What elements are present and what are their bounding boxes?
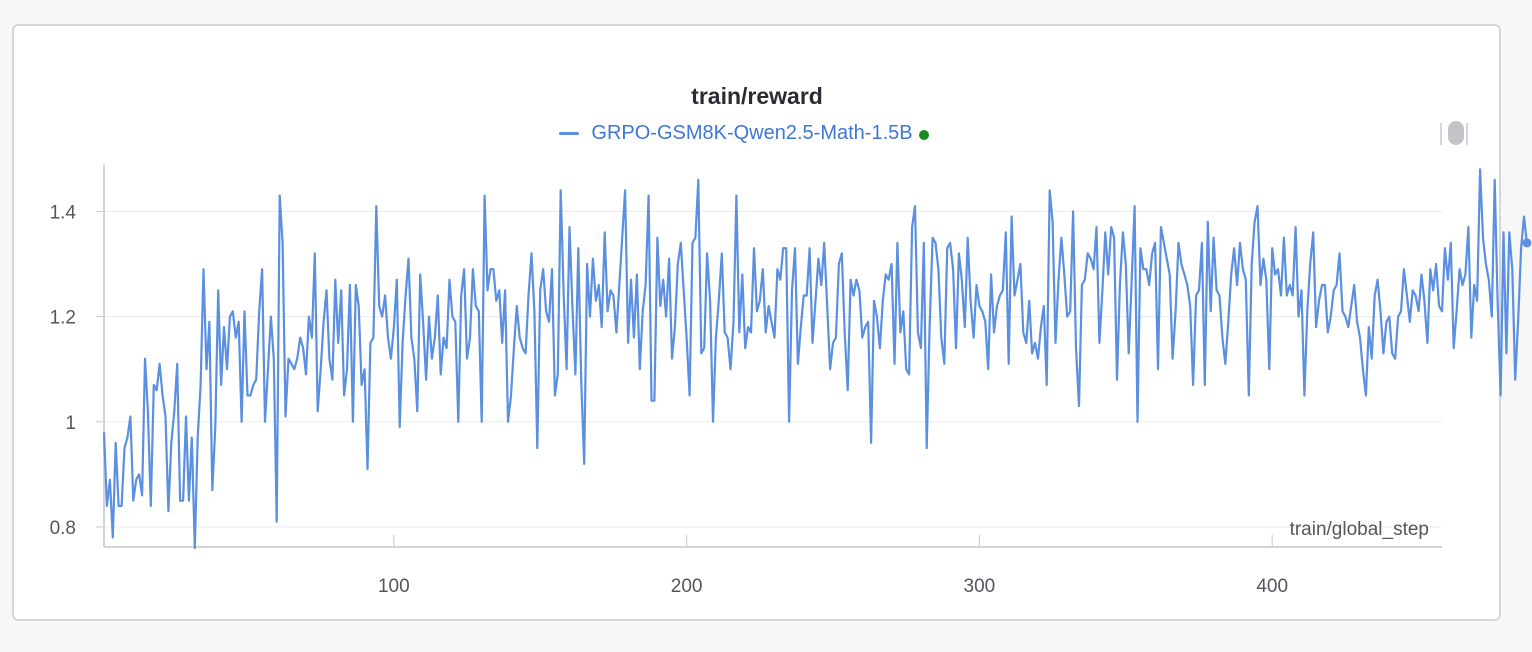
tick-labels: 0.8 1 1.2 1.4 100 200 300 400 (50, 202, 1288, 597)
legend-line-swatch (559, 132, 580, 135)
legend[interactable]: GRPO-GSM8K-Qwen2.5-Math-1.5B (0, 122, 1488, 145)
x-tick-label: 300 (964, 576, 996, 597)
x-tick-label: 200 (671, 576, 703, 597)
y-tick-label: 0.8 (50, 518, 76, 539)
y-tick-label: 1 (65, 413, 76, 434)
axes (96, 164, 1442, 548)
y-tick-label: 1.4 (50, 202, 77, 223)
x-tick-label: 100 (378, 576, 410, 597)
chart-panel (12, 24, 1501, 621)
last-value-point (1522, 238, 1532, 248)
x-axis-label: train/global_step (1290, 519, 1429, 540)
scroll-thumb-icon[interactable] (1448, 121, 1464, 145)
legend-scroll-handle[interactable] (1440, 121, 1468, 147)
series-line (102, 168, 1528, 550)
scroll-track-right (1466, 123, 1468, 145)
scroll-track-left (1440, 123, 1442, 145)
series-layer (102, 168, 1532, 550)
run-status-dot-icon (918, 129, 929, 140)
legend-series-label[interactable]: GRPO-GSM8K-Qwen2.5-Math-1.5B (591, 122, 913, 144)
grid-lines (104, 210, 1442, 528)
x-tick-label: 400 (1256, 576, 1288, 597)
y-tick-label: 1.2 (50, 308, 76, 329)
chart-title: train/reward (691, 83, 823, 109)
